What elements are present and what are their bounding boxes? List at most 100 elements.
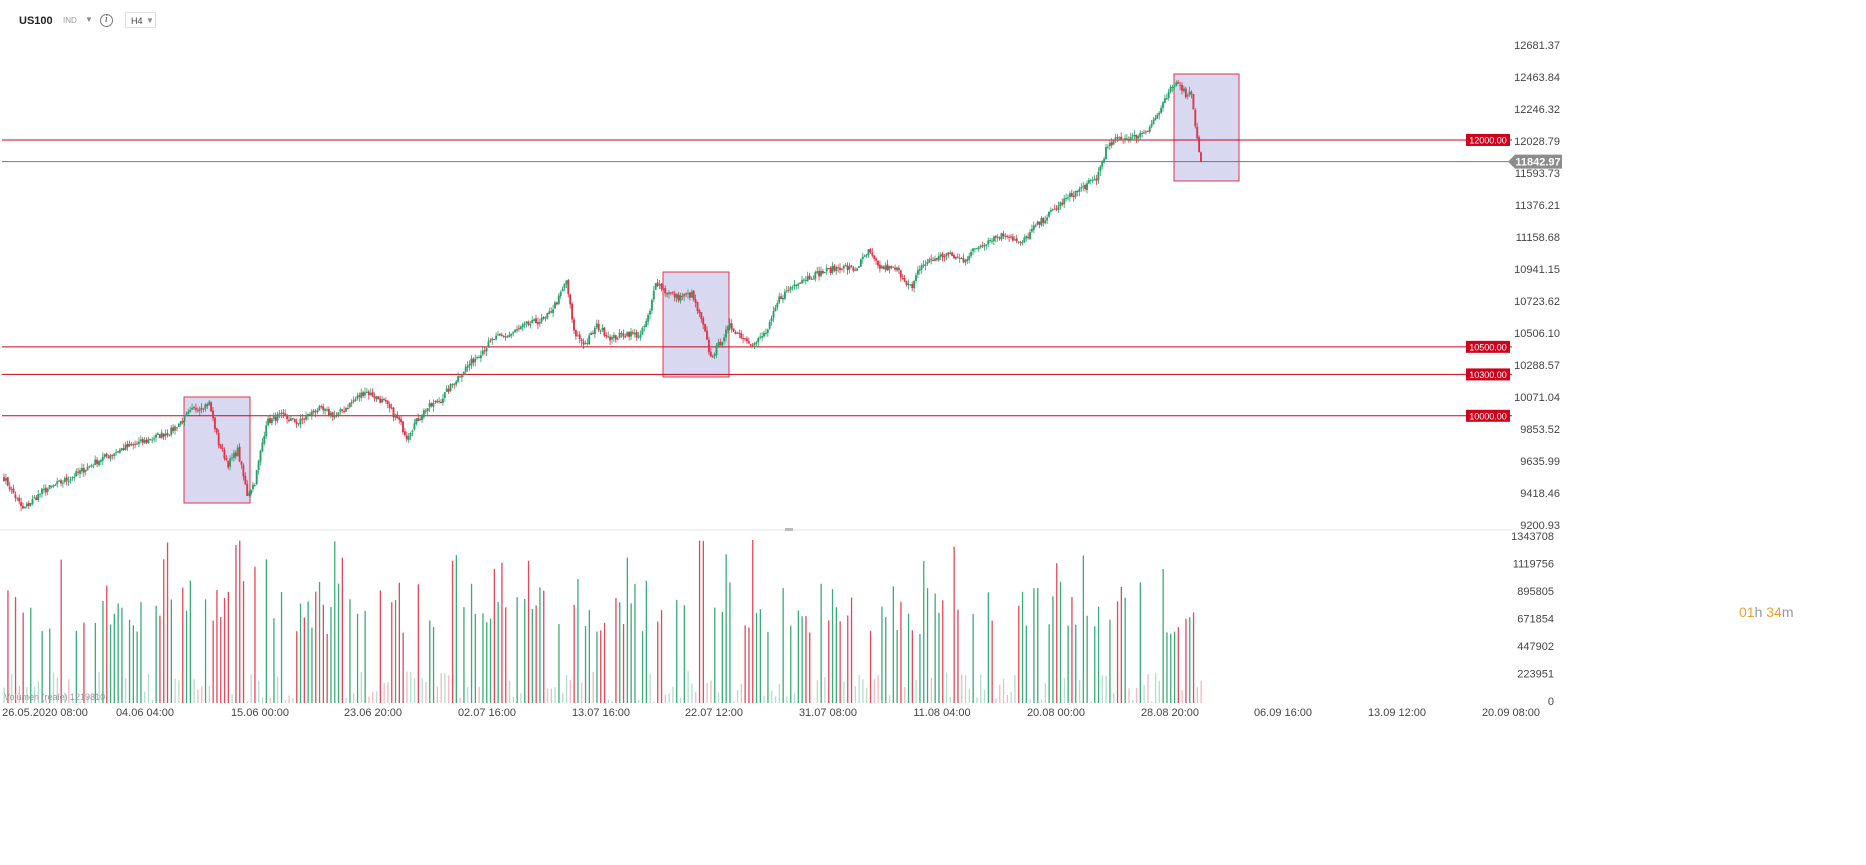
volume-bar	[1139, 582, 1141, 703]
candle-body	[757, 338, 760, 343]
candle-body	[888, 266, 891, 270]
candle-body	[326, 409, 328, 411]
candle-body	[139, 439, 142, 442]
candle-body	[605, 335, 608, 337]
volume-bar	[1173, 631, 1176, 703]
candle-body	[761, 336, 764, 338]
volume-bar	[292, 698, 294, 703]
candle-body	[253, 485, 256, 487]
candle-body	[668, 292, 670, 294]
volume-bar	[1192, 612, 1195, 703]
candle-body	[436, 400, 439, 403]
candle-body	[584, 343, 587, 345]
volume-bar	[1109, 619, 1111, 703]
candle-body	[825, 268, 828, 272]
candle-body	[120, 448, 123, 451]
volume-bar	[1158, 680, 1160, 703]
volume-bar	[824, 676, 826, 703]
volume-bar	[315, 591, 317, 703]
volume-bar	[448, 675, 450, 703]
candle-body	[681, 296, 684, 298]
time-tick-label: 23.06 20:00	[344, 707, 402, 719]
volume-bar	[995, 698, 997, 703]
volume-bar	[782, 588, 784, 703]
candle-body	[706, 330, 708, 340]
candle-body	[745, 338, 748, 342]
candle-body	[1040, 217, 1043, 226]
candle-body	[69, 479, 72, 481]
chevron-down-icon[interactable]: ▼	[85, 15, 93, 24]
candle-body	[852, 267, 855, 271]
candle-body	[284, 413, 287, 417]
candle-body	[23, 506, 26, 508]
candle-body	[443, 392, 446, 398]
candle-body	[662, 288, 665, 290]
candle-body	[846, 265, 849, 270]
candle-body	[791, 286, 794, 288]
candle-body	[1021, 242, 1024, 244]
volume-bar	[459, 697, 461, 703]
candle-body	[156, 433, 159, 436]
candle-body	[945, 253, 948, 257]
volume-bar	[1170, 633, 1172, 703]
candle-body	[248, 493, 251, 496]
volume-bar	[1185, 618, 1187, 703]
level-label: 10000.00	[1469, 411, 1507, 421]
volume-bar	[702, 540, 704, 703]
candle-body	[46, 488, 49, 492]
volume-bar	[744, 625, 746, 703]
volume-bar	[106, 585, 108, 703]
symbol-name[interactable]: US100	[19, 15, 53, 27]
candle-body	[1120, 136, 1123, 141]
candle-body	[892, 266, 895, 268]
volume-bar	[771, 690, 773, 703]
candle-body	[953, 255, 955, 259]
level-badge	[1466, 409, 1510, 422]
volume-bar	[356, 613, 359, 703]
volume-bar	[387, 681, 389, 703]
candle-body	[189, 409, 192, 413]
candle-body	[1046, 217, 1049, 221]
info-icon[interactable]: i	[100, 14, 113, 27]
candle-body	[736, 332, 739, 334]
candle-body	[557, 295, 560, 304]
candle-body	[873, 255, 876, 259]
candle-body	[92, 465, 95, 467]
candle-body	[386, 400, 389, 405]
volume-bar	[208, 686, 210, 703]
candle-body	[713, 354, 716, 357]
candle-body	[196, 410, 199, 412]
volume-bar	[801, 616, 803, 703]
volume-bar	[182, 587, 184, 703]
candle-body	[970, 251, 973, 256]
volume-bar	[736, 690, 739, 703]
candle-body	[1067, 197, 1069, 199]
volume-bar	[1086, 615, 1088, 703]
candle-body	[622, 333, 625, 337]
candle-body	[973, 248, 976, 250]
timeframe-select[interactable]: H4 ▼	[125, 12, 156, 28]
candle-body	[99, 460, 102, 462]
candle-body	[911, 283, 914, 289]
candle-body	[554, 302, 556, 309]
chart-toolbar: US100 IND ▼ i H4 ▼	[0, 0, 1866, 40]
volume-bar	[638, 700, 640, 703]
candle-body	[1158, 112, 1161, 115]
volume-bar	[615, 597, 617, 703]
countdown-m-unit: m	[1781, 604, 1794, 620]
candle-body	[136, 443, 138, 445]
candle-body	[134, 443, 137, 445]
candle-body	[538, 321, 541, 324]
candle-body	[1065, 198, 1068, 200]
candle-body	[383, 398, 385, 400]
candle-body	[652, 290, 655, 300]
candle-body	[766, 329, 769, 333]
candle-body	[276, 414, 279, 421]
volume-bar	[1200, 680, 1202, 703]
volume-bar	[949, 696, 951, 703]
candle-body	[208, 401, 211, 406]
candle-body	[236, 447, 239, 456]
volume-tick-label: 447902	[1517, 641, 1554, 653]
candle-body	[1169, 87, 1172, 92]
